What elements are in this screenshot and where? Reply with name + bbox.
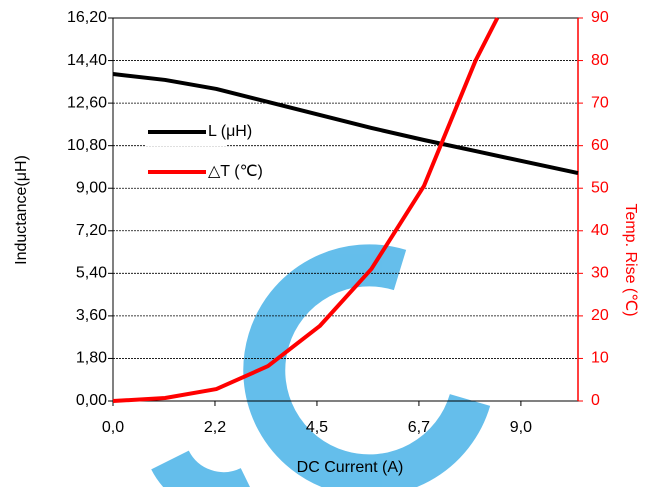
y-tick-label: 12,60 <box>67 94 107 111</box>
y2-tick-label: 70 <box>591 94 609 111</box>
x-tick-label: 4,5 <box>306 419 328 436</box>
legend-label: L (μH) <box>208 123 252 140</box>
y-tick-label: 10,80 <box>67 137 107 154</box>
watermark-arc <box>243 244 491 492</box>
y-tick-label: 16,20 <box>67 9 107 26</box>
x-axis-label: DC Current (A) <box>297 459 404 476</box>
y2-axis-label: Temp. Rise (℃) <box>622 203 639 316</box>
y2-tick-label: 40 <box>591 222 609 239</box>
y-tick-label: 5,40 <box>76 265 107 282</box>
watermark <box>151 244 491 492</box>
y2-tick-label: 0 <box>591 392 600 409</box>
series-line <box>112 72 579 176</box>
y2-tick-label: 30 <box>591 265 609 282</box>
y-tick-label: 14,40 <box>67 52 107 69</box>
y-tick-label: 7,20 <box>76 222 107 239</box>
x-tick-label: 6,7 <box>408 419 430 436</box>
y2-tick-label: 20 <box>591 307 609 324</box>
y2-tick-label: 10 <box>591 350 609 367</box>
y-axis-label: Inductance(μH) <box>13 155 30 265</box>
watermark-arc <box>151 449 253 492</box>
y2-tick-label: 80 <box>591 52 609 69</box>
x-tick-label: 2,2 <box>204 419 226 436</box>
series-line <box>112 17 500 403</box>
y-tick-label: 9,00 <box>76 179 107 196</box>
y2-tick-label: 50 <box>591 179 609 196</box>
x-tick-label: 0,0 <box>102 419 124 436</box>
y-tick-label: 1,80 <box>76 350 107 367</box>
y2-tick-label: 90 <box>591 9 609 26</box>
plot-frame <box>112 17 579 402</box>
y-tick-label: 3,60 <box>76 307 107 324</box>
legend-label: △T (℃) <box>208 163 263 180</box>
x-tick-label: 9,0 <box>510 419 532 436</box>
y-tick-label: 0,00 <box>76 392 107 409</box>
y2-tick-label: 60 <box>591 137 609 154</box>
